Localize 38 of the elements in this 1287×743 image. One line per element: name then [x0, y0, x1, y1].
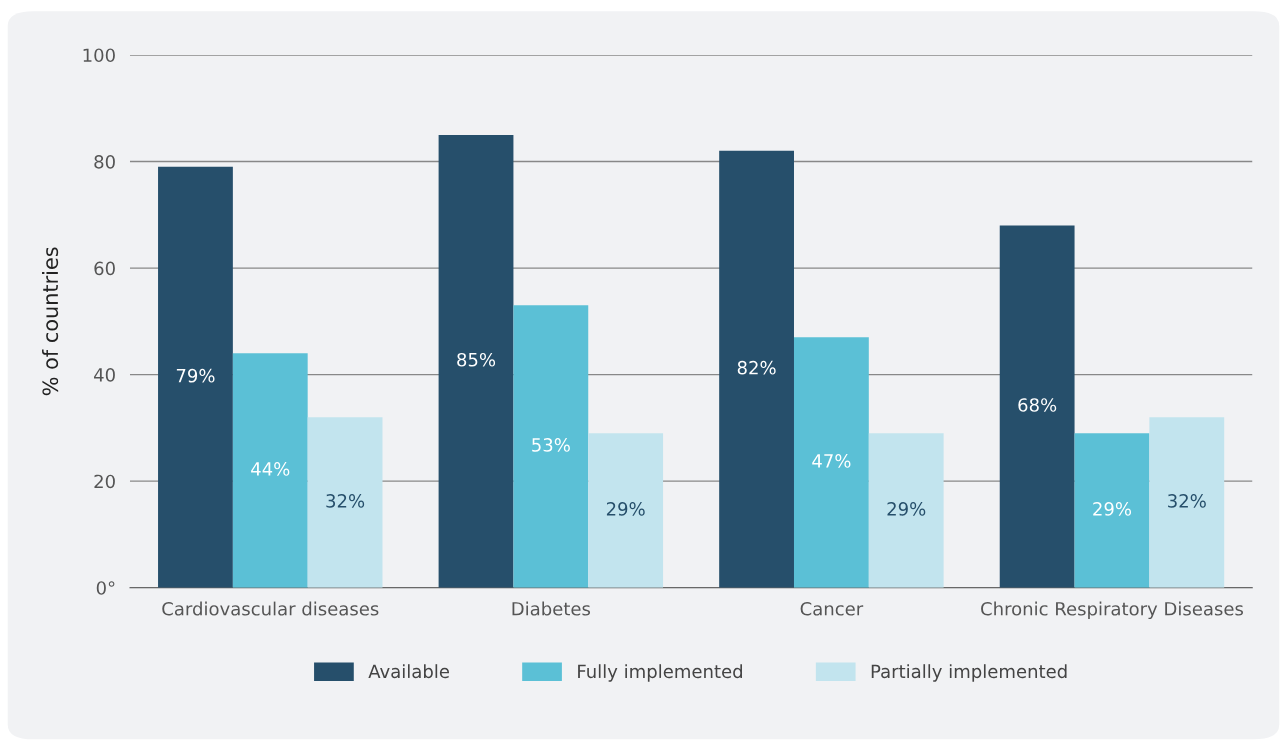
- bar: [158, 166, 233, 588]
- data-label: 29%: [887, 502, 926, 516]
- bar: [307, 417, 383, 588]
- bar: [1149, 417, 1225, 588]
- data-label: 53%: [532, 438, 570, 452]
- data-label: 29%: [1093, 502, 1132, 516]
- legend-label: Fully implemented: [578, 664, 742, 682]
- y-tick-label: 20: [94, 474, 115, 489]
- y-tick-label: 100: [83, 48, 115, 63]
- data-label: 82%: [737, 360, 776, 375]
- bar: [438, 134, 514, 588]
- legend-label: Partially implemented: [871, 664, 1067, 682]
- bar: [719, 150, 794, 588]
- y-tick-label: 80: [94, 154, 115, 169]
- x-tick-label: Cancer: [800, 601, 864, 616]
- bar: [793, 337, 869, 588]
- data-label: 47%: [812, 454, 851, 468]
- y-axis-title: % of countries: [42, 247, 59, 396]
- data-label: 32%: [1168, 494, 1206, 508]
- y-tick-label: 0°: [96, 581, 115, 595]
- bar: [588, 433, 664, 588]
- data-label: 85%: [457, 352, 496, 367]
- legend-label: Available: [368, 664, 449, 679]
- bar: [868, 433, 944, 588]
- bar: [513, 305, 589, 588]
- data-label: 29%: [606, 502, 645, 516]
- data-label: 32%: [326, 494, 365, 508]
- bar: [1074, 433, 1150, 588]
- data-label: 44%: [251, 462, 290, 476]
- bar: [999, 225, 1075, 588]
- x-tick-label: Chronic Respiratory Diseases: [981, 601, 1244, 620]
- y-tick-label: 60: [94, 261, 115, 276]
- x-tick-label: Diabetes: [512, 601, 591, 616]
- data-label: 68%: [1018, 398, 1057, 412]
- bar: [232, 353, 308, 588]
- y-tick-label: 40: [94, 368, 115, 382]
- x-tick-label: Cardiovascular diseases: [162, 601, 379, 616]
- data-label: 79%: [176, 368, 215, 383]
